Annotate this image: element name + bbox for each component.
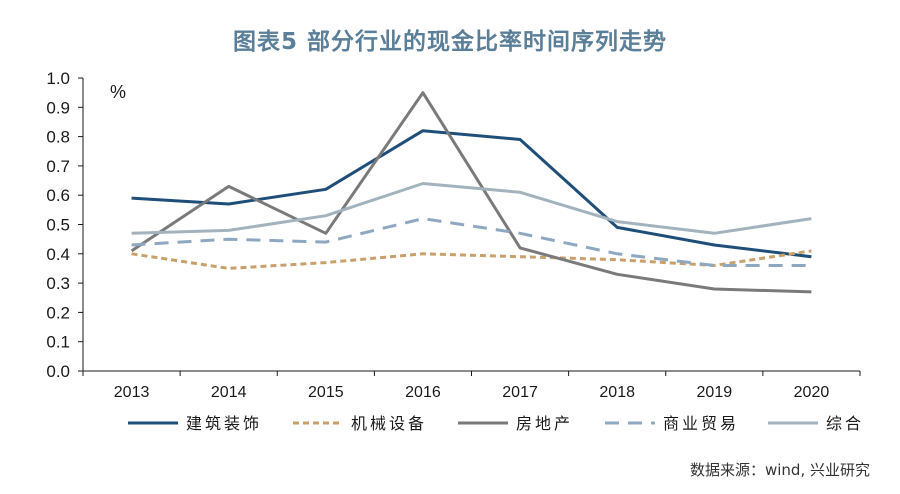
y-tick-label: 1.0: [46, 69, 70, 88]
series-line-5: [131, 182, 812, 235]
legend-label-4: 商业贸易: [663, 414, 739, 433]
series-line-3: [130, 91, 812, 294]
x-tick-label: 2020: [794, 384, 830, 401]
y-tick-label: 0.7: [46, 157, 70, 176]
y-tick-label: 0.8: [46, 128, 70, 147]
legend-label-2: 机械设备: [351, 414, 427, 433]
legend-label-1: 建筑装饰: [186, 414, 262, 433]
unit-label: %: [110, 82, 126, 102]
series-lines: [130, 91, 812, 294]
y-tick-labels: 0.0 0.1 0.2 0.3 0.4 0.5 0.6 0.7 0.8 0.9 1.0: [46, 69, 83, 381]
y-tick-label: 0.0: [46, 362, 70, 381]
y-tick-label: 0.1: [46, 333, 70, 352]
y-tick-label: 0.5: [46, 216, 70, 235]
legend-label-3: 房地产: [516, 414, 573, 433]
y-tick-label: 0.9: [46, 98, 70, 117]
legend: 建筑装饰 机械设备 房地产 商业贸易 综合: [128, 414, 864, 433]
x-tick-label: 2016: [405, 384, 441, 401]
y-tick-label: 0.4: [46, 245, 70, 264]
chart-title: 图表5 部分行业的现金比率时间序列走势: [232, 29, 667, 55]
y-tick-label: 0.3: [46, 274, 70, 293]
source-note: 数据来源：wind, 兴业研究: [689, 461, 870, 479]
axes: [82, 78, 860, 372]
series-line-1: [131, 129, 812, 259]
legend-label-5: 综合: [826, 414, 864, 433]
series-line-4: [131, 217, 812, 267]
x-tick-label: 2019: [697, 384, 733, 401]
x-tick-labels: 2013 2014 2015 2016 2017 2018 2019 2020: [82, 371, 861, 401]
y-tick-label: 0.6: [46, 186, 70, 205]
x-tick-label: 2017: [502, 384, 538, 401]
x-tick-label: 2013: [114, 384, 150, 401]
x-tick-label: 2018: [599, 384, 635, 401]
y-tick-label: 0.2: [46, 303, 70, 322]
series-line-2: [131, 249, 812, 270]
x-tick-label: 2014: [211, 384, 247, 401]
x-tick-label: 2015: [308, 384, 344, 401]
